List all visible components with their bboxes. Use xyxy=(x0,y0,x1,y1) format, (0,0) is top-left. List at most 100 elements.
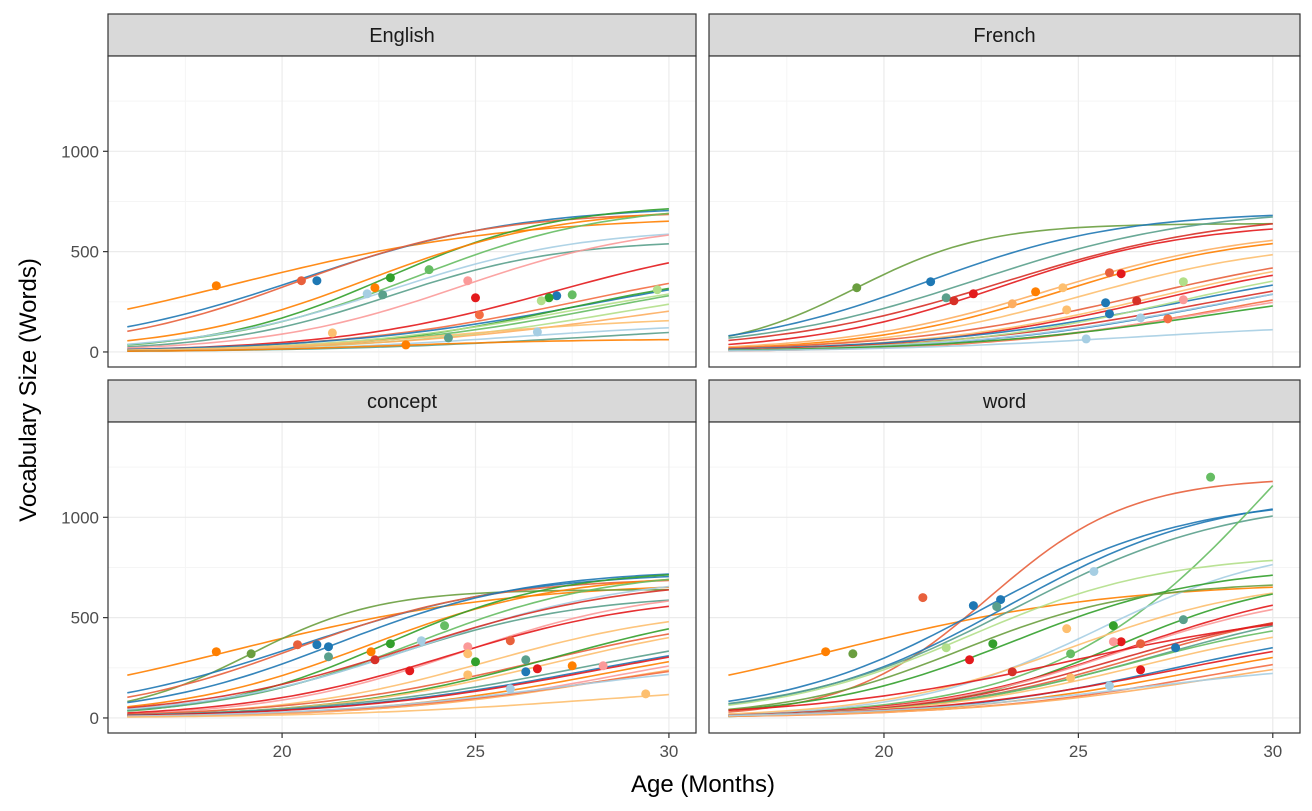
facet-strip-label: word xyxy=(982,391,1026,413)
data-point xyxy=(471,293,480,303)
x-tick-label: 20 xyxy=(875,742,894,761)
data-point xyxy=(1081,334,1091,344)
data-point xyxy=(463,276,473,286)
data-point xyxy=(463,642,473,652)
series-line xyxy=(127,234,670,349)
series-line xyxy=(728,584,1273,711)
series-line xyxy=(127,213,669,333)
data-point xyxy=(521,655,531,665)
series-line xyxy=(127,656,670,717)
data-point xyxy=(941,643,951,653)
data-point xyxy=(416,636,426,646)
data-point xyxy=(246,649,256,659)
data-point xyxy=(443,333,453,343)
series-line xyxy=(728,216,1273,339)
data-point xyxy=(366,647,376,657)
x-tick-label: 25 xyxy=(466,742,485,761)
panel-word: word 20 25 30 xyxy=(708,379,1301,761)
panel-border xyxy=(107,421,697,734)
series-line xyxy=(728,515,1273,705)
data-point xyxy=(996,595,1006,605)
data-point xyxy=(918,593,928,603)
data-point xyxy=(1136,665,1146,675)
data-point xyxy=(463,649,473,659)
series-line xyxy=(127,589,669,709)
x-tick-label: 30 xyxy=(1263,742,1282,761)
series-line xyxy=(728,267,1273,350)
y-axis-title: Vocabulary Size (Words) xyxy=(15,258,42,522)
series-line xyxy=(728,223,1273,342)
data-point xyxy=(1066,673,1076,683)
data-point xyxy=(926,277,936,287)
data-point xyxy=(405,666,415,676)
data-point xyxy=(1132,296,1142,306)
series-line xyxy=(127,673,669,717)
data-point xyxy=(567,290,577,300)
data-point xyxy=(821,647,831,657)
data-point xyxy=(1104,268,1114,278)
panel-border xyxy=(107,55,697,368)
data-point xyxy=(852,283,862,293)
series-line xyxy=(728,485,1274,716)
series-line xyxy=(728,328,1273,352)
data-point xyxy=(1163,314,1173,324)
series-line xyxy=(127,693,669,718)
panel-border xyxy=(708,55,1301,368)
series-line xyxy=(127,588,669,703)
data-point xyxy=(641,689,651,699)
panel-background xyxy=(108,56,696,367)
data-point xyxy=(652,285,662,295)
series-line xyxy=(127,212,669,342)
data-point xyxy=(598,661,608,671)
data-point xyxy=(1136,313,1146,323)
x-tick-label: 30 xyxy=(659,742,678,761)
data-point xyxy=(992,602,1002,612)
x-tick-label: 20 xyxy=(273,742,292,761)
series-line xyxy=(728,239,1273,348)
series-line xyxy=(127,633,670,716)
series-line xyxy=(728,574,1273,711)
x-axis-title: Age (Months) xyxy=(631,771,775,798)
facet-strip xyxy=(107,13,697,57)
series-line xyxy=(127,579,669,699)
series-line xyxy=(728,228,1273,346)
data-point xyxy=(327,328,337,338)
data-point xyxy=(1178,295,1188,305)
series-line xyxy=(127,605,669,714)
data-point xyxy=(471,657,480,667)
panel-background xyxy=(709,56,1300,367)
y-tick-label: 0 xyxy=(90,343,99,362)
data-point xyxy=(378,290,388,300)
panel-concept: concept 0 500 1000 20 25 30 xyxy=(61,379,697,761)
data-point xyxy=(1171,643,1181,653)
data-point xyxy=(370,655,380,665)
series-line xyxy=(728,559,1273,706)
panel-border xyxy=(708,421,1301,734)
data-point xyxy=(1089,566,1099,576)
series-line xyxy=(728,242,1273,349)
data-point xyxy=(385,273,395,283)
data-point xyxy=(370,283,380,293)
data-point xyxy=(1066,649,1076,659)
series-line xyxy=(728,222,1273,338)
data-point xyxy=(1178,615,1188,625)
data-point xyxy=(401,340,411,350)
panel-English: English 0 500 1000 xyxy=(61,13,697,368)
data-point xyxy=(968,289,978,299)
data-point xyxy=(1031,287,1041,297)
series-line xyxy=(127,600,670,715)
series-line xyxy=(127,233,669,346)
data-point xyxy=(1101,298,1111,308)
panel-French: French xyxy=(708,13,1301,368)
data-point xyxy=(1104,309,1114,319)
data-point xyxy=(1007,299,1017,309)
y-tick-label: 1000 xyxy=(61,508,99,527)
series-line xyxy=(127,573,669,704)
data-point xyxy=(296,276,306,286)
data-point xyxy=(1206,472,1216,482)
data-point xyxy=(312,276,322,286)
data-point xyxy=(362,289,372,299)
data-point xyxy=(521,667,531,677)
y-tick-label: 1000 xyxy=(61,142,99,161)
